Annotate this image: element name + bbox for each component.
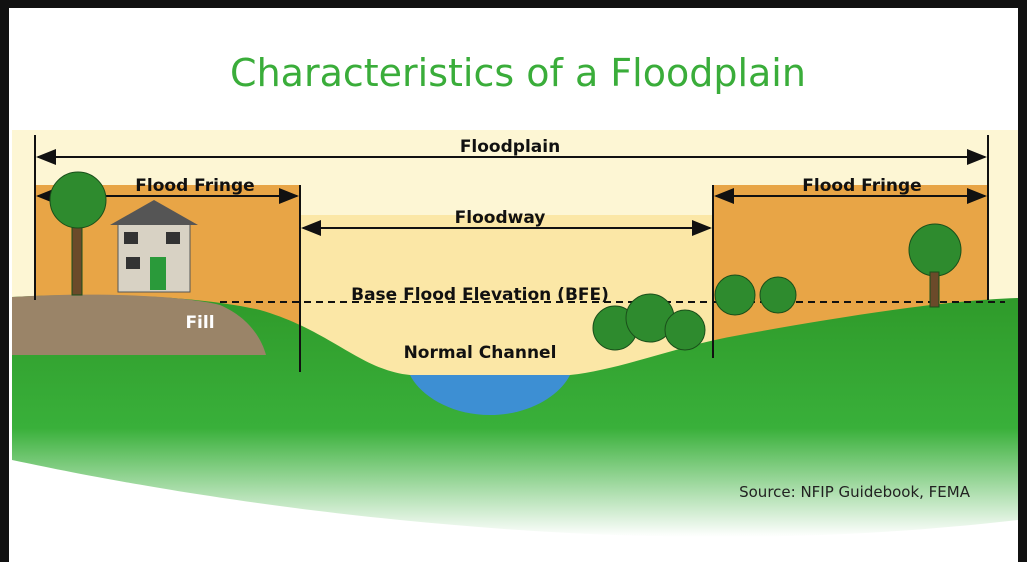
source: Source: NFIP Guidebook, FEMA: [739, 483, 971, 501]
slide-canvas: Characteristics of a Floodplain Floodpla…: [0, 0, 1027, 562]
fringe-label: Flood Fringe: [135, 176, 254, 196]
frame: [0, 0, 9, 562]
frame: [1018, 0, 1027, 562]
title: Characteristics of a Floodplain: [230, 51, 806, 95]
floodway-label: Floodway: [455, 208, 546, 228]
frame: [0, 0, 1027, 8]
slide: Characteristics of a Floodplain Floodpla…: [0, 0, 1027, 562]
bfe-label: Base Flood Elevation (BFE): [351, 285, 609, 305]
floodplain-label: Floodplain: [460, 137, 560, 157]
fringe-label: Flood Fringe: [802, 176, 921, 196]
fill-label: Fill: [185, 313, 214, 333]
channel-label: Normal Channel: [404, 343, 557, 363]
